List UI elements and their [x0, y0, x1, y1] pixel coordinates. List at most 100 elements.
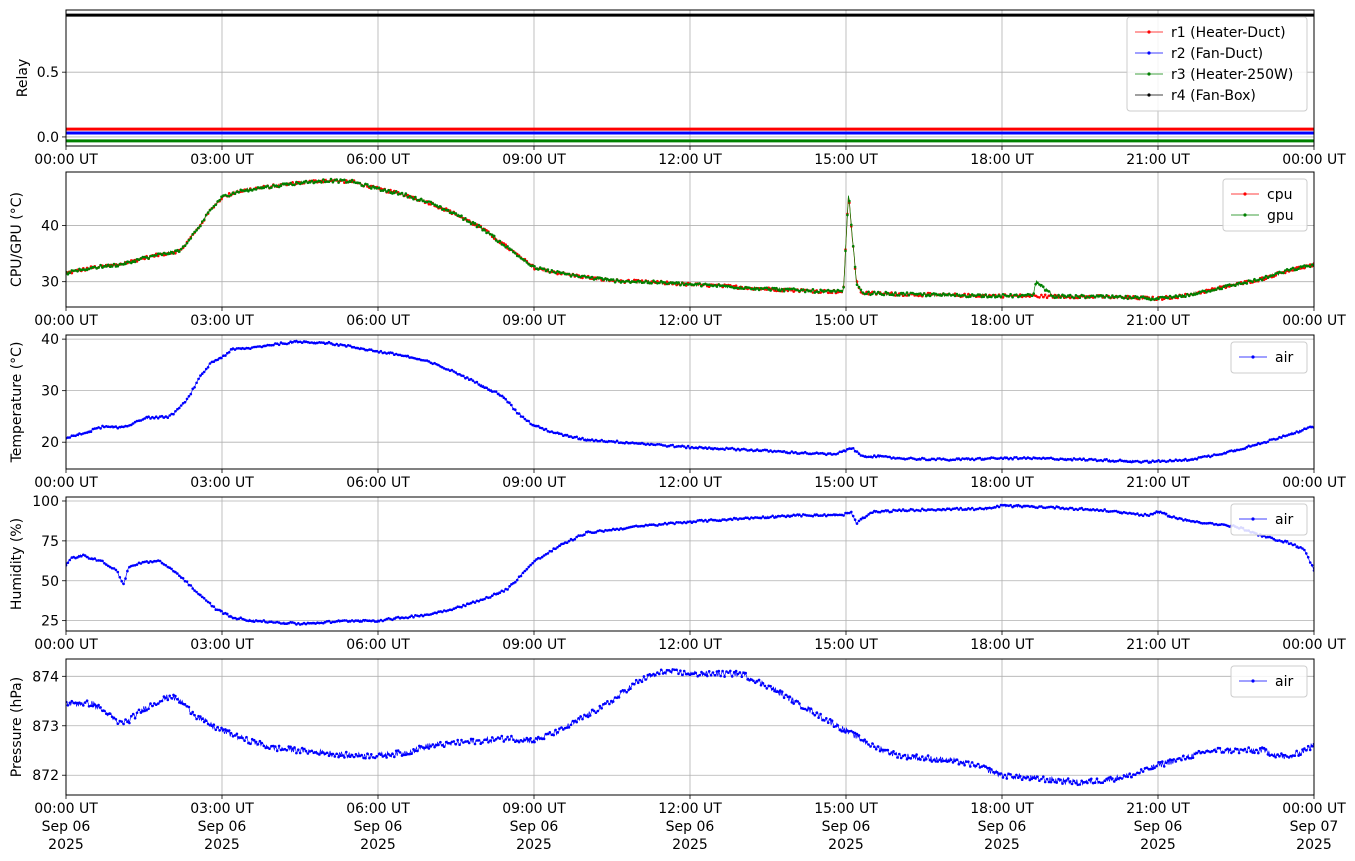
data-point — [579, 534, 582, 537]
data-point — [220, 609, 223, 613]
data-point — [235, 732, 239, 736]
data-point — [199, 224, 202, 228]
data-point — [851, 447, 855, 450]
x-tick-label: 18:00 UT — [970, 801, 1034, 817]
data-point — [782, 450, 786, 453]
data-point — [210, 724, 214, 728]
data-point — [193, 713, 196, 717]
data-point — [131, 564, 135, 567]
x-tick-label: 00:00 UT — [34, 801, 98, 817]
data-point — [348, 180, 352, 183]
data-point — [575, 720, 578, 724]
data-point — [656, 279, 659, 283]
data-point — [700, 670, 703, 674]
data-point — [880, 748, 884, 752]
data-point — [754, 516, 757, 519]
data-point — [644, 678, 648, 681]
data-point — [212, 723, 216, 726]
data-point — [126, 569, 129, 573]
data-point — [437, 743, 440, 747]
data-point — [642, 281, 646, 284]
data-point — [798, 452, 801, 455]
data-point — [706, 520, 709, 523]
x-tick-label: 00:00 UT — [1282, 801, 1346, 817]
data-point — [896, 456, 899, 460]
data-point — [884, 290, 888, 294]
data-point — [500, 394, 504, 398]
data-point — [1103, 296, 1106, 299]
data-point — [199, 374, 202, 377]
data-point — [1130, 775, 1133, 779]
data-point — [1001, 776, 1005, 779]
data-point — [494, 737, 498, 741]
data-point — [124, 577, 127, 580]
data-point — [189, 584, 193, 587]
y-tick-label: 873 — [32, 719, 59, 735]
data-point — [786, 695, 790, 699]
data-point — [1011, 457, 1014, 461]
data-point — [807, 452, 811, 456]
data-point — [1201, 289, 1204, 293]
data-point — [268, 747, 271, 750]
y-tick-label: 40 — [41, 332, 59, 348]
data-point — [665, 523, 669, 526]
data-point — [247, 619, 250, 623]
data-point — [590, 275, 594, 279]
data-point — [1130, 512, 1133, 515]
data-point — [283, 747, 287, 751]
data-point — [1295, 749, 1298, 753]
data-point — [694, 282, 698, 286]
data-point — [464, 604, 467, 608]
data-point — [1009, 773, 1012, 776]
data-point — [421, 199, 425, 202]
data-point — [905, 757, 909, 761]
data-point — [567, 539, 571, 543]
data-point — [227, 195, 231, 198]
data-point — [260, 345, 264, 349]
data-point — [565, 541, 569, 544]
data-point — [1308, 748, 1312, 752]
data-point — [143, 257, 146, 261]
data-point — [281, 182, 285, 185]
data-point — [467, 220, 471, 224]
x-tick-year: 2025 — [984, 837, 1020, 853]
data-point — [469, 377, 473, 381]
data-point — [896, 294, 899, 297]
y-tick-label: 75 — [41, 534, 59, 550]
data-point — [504, 738, 508, 741]
data-point — [1049, 780, 1053, 784]
data-point — [327, 180, 331, 183]
data-point — [1249, 281, 1252, 285]
x-tick-label: 00:00 UT — [34, 475, 98, 491]
data-point — [794, 451, 797, 454]
data-point — [1001, 503, 1005, 507]
data-point — [652, 672, 655, 676]
data-point — [1034, 294, 1037, 298]
data-point — [66, 561, 70, 565]
data-point — [1086, 508, 1089, 511]
data-point — [237, 617, 241, 621]
data-point — [164, 252, 168, 255]
data-point — [199, 715, 202, 718]
data-point — [974, 764, 978, 768]
data-point — [521, 571, 525, 575]
data-point — [583, 713, 586, 717]
data-point — [1105, 510, 1108, 513]
data-point — [272, 183, 275, 187]
data-point — [765, 286, 769, 290]
data-point — [337, 619, 340, 622]
data-point — [677, 672, 680, 676]
data-point — [696, 446, 699, 450]
data-point — [1253, 277, 1256, 281]
data-point — [873, 290, 876, 294]
data-point — [569, 275, 573, 278]
data-point — [926, 508, 930, 511]
data-point — [370, 187, 373, 190]
data-point — [757, 516, 761, 520]
data-point — [502, 740, 506, 743]
data-point — [442, 745, 446, 748]
data-point — [101, 709, 104, 713]
data-point — [345, 345, 348, 348]
data-point — [345, 619, 348, 622]
data-point — [980, 458, 984, 461]
